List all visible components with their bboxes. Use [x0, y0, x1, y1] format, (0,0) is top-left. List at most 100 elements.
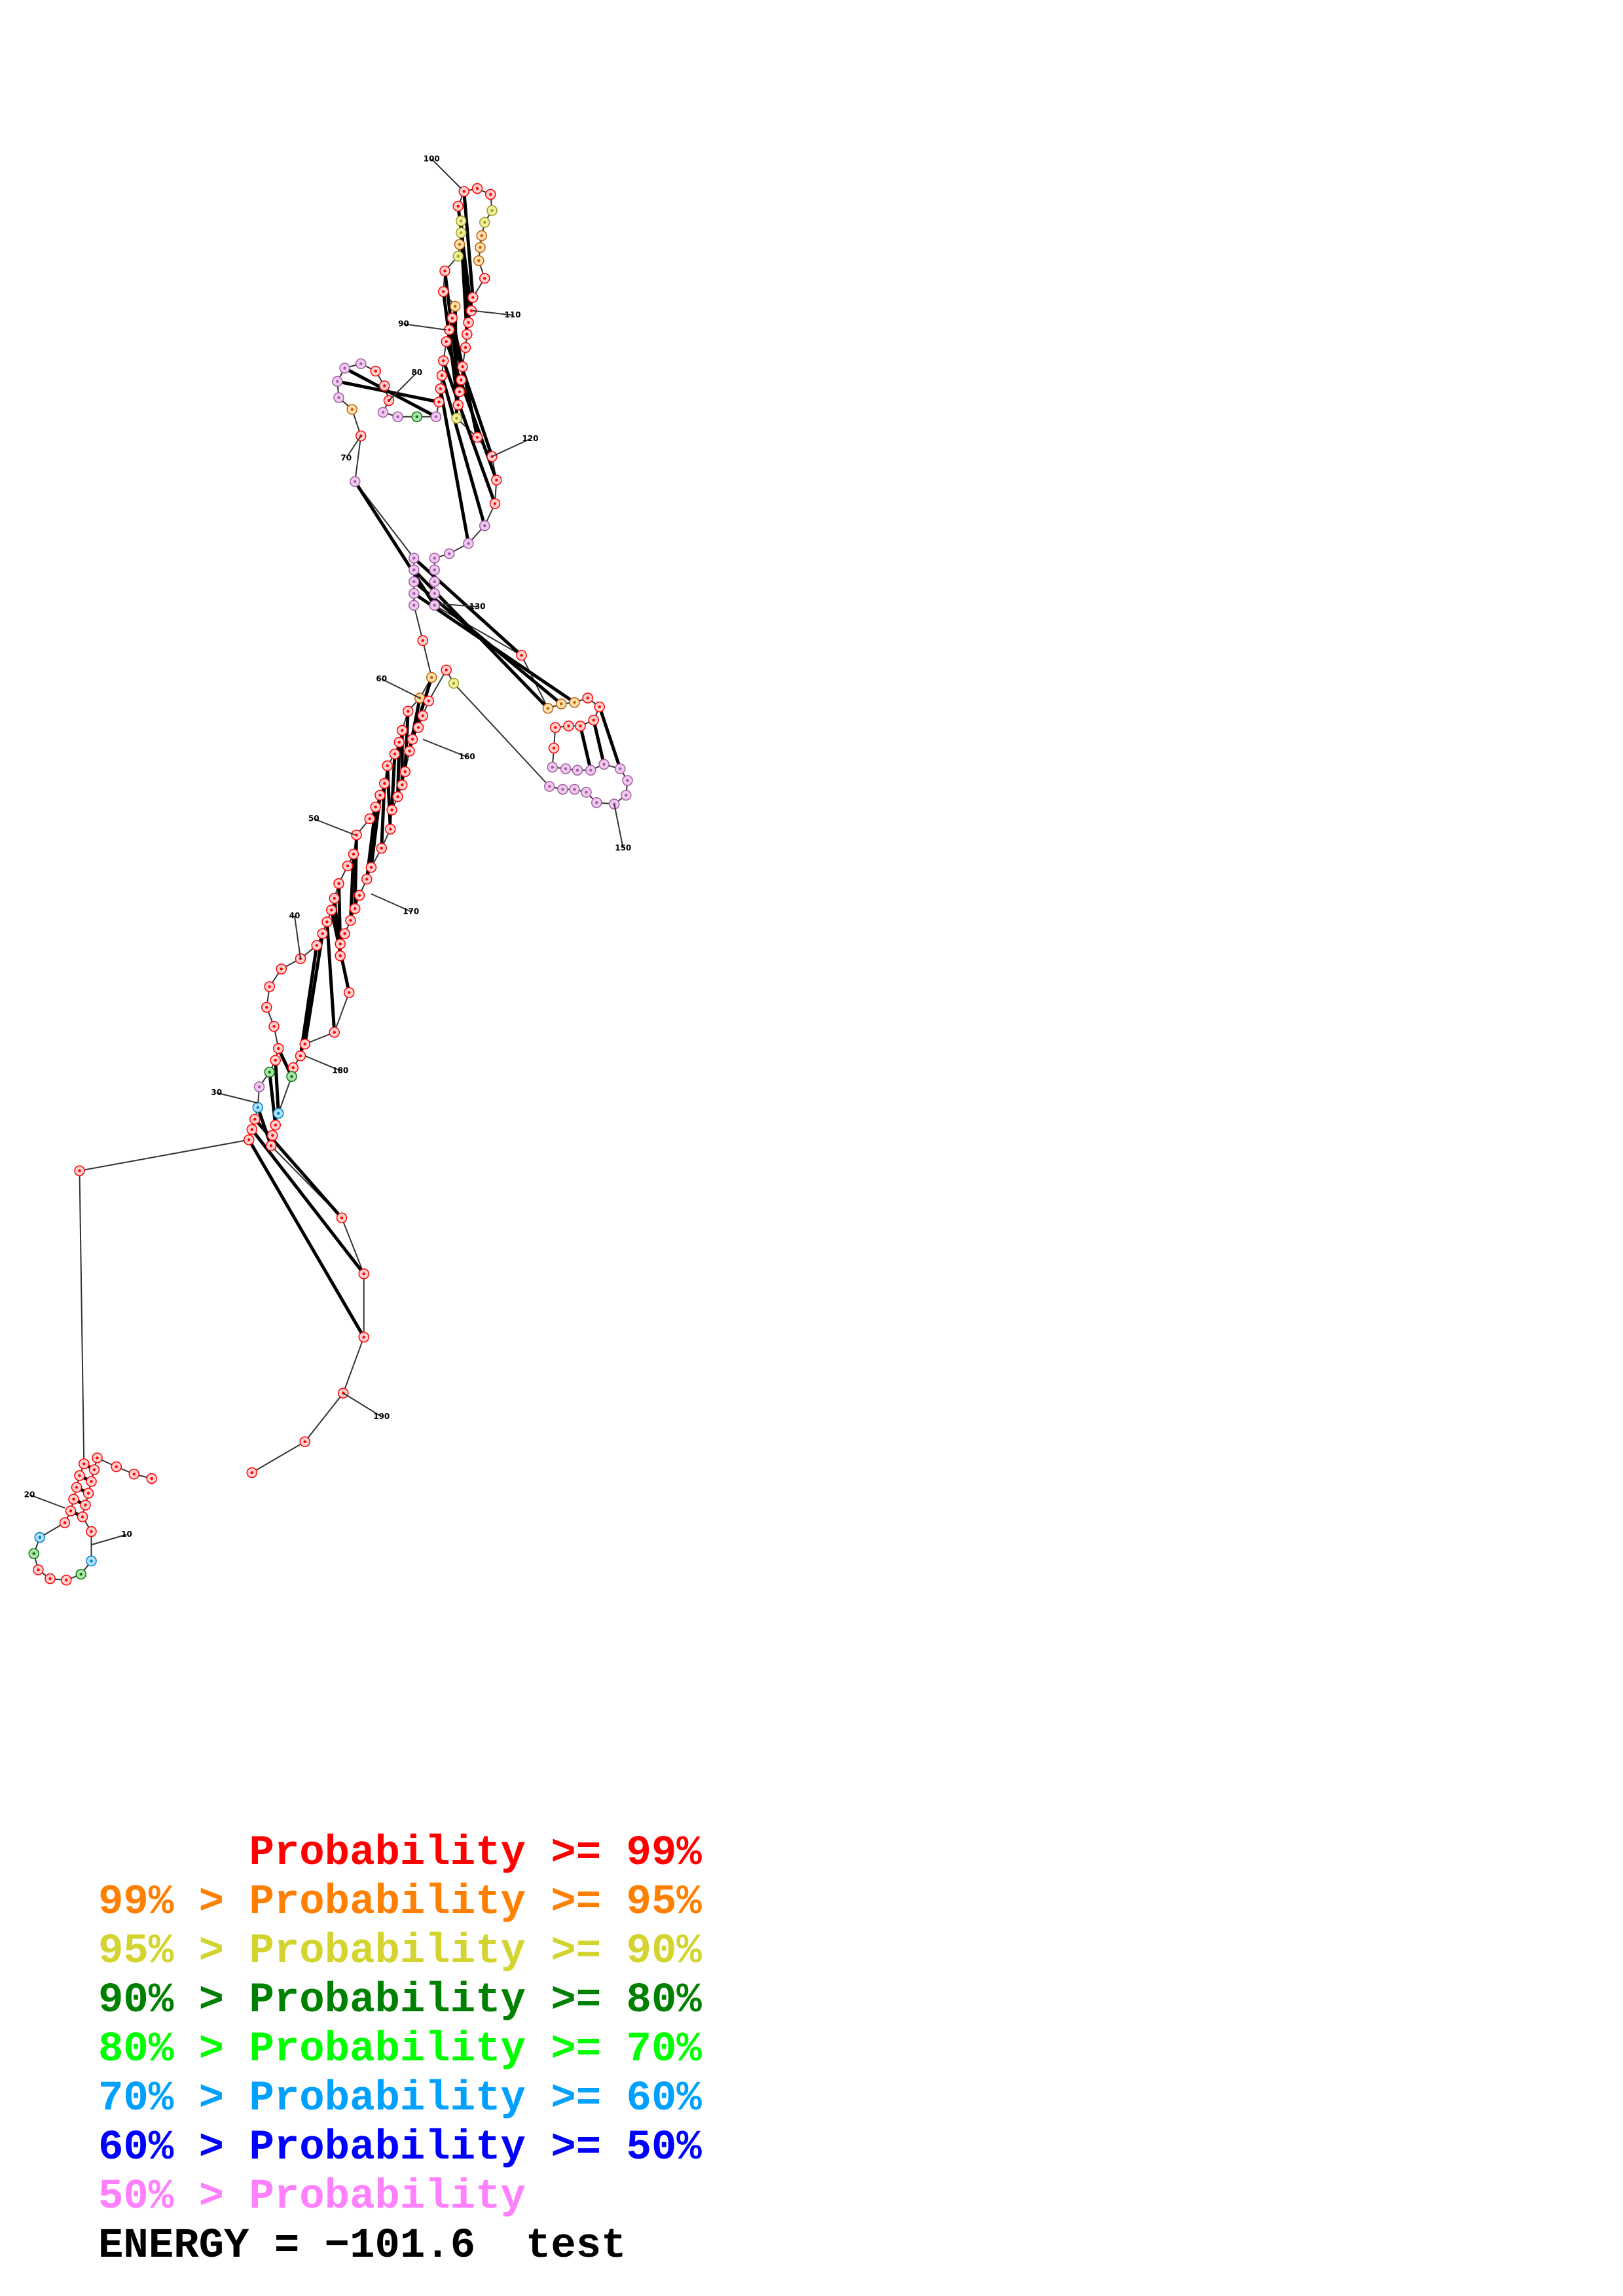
position-tick: [492, 438, 531, 457]
position-tick: [91, 1534, 127, 1546]
nucleotide-mark: [448, 328, 451, 332]
backbone-line: [33, 187, 629, 1581]
position-tick: [216, 1092, 258, 1104]
nucleotide-mark: [440, 374, 444, 377]
position-label: 120: [522, 434, 538, 443]
nucleotide-mark: [354, 907, 357, 910]
nucleotide-mark: [380, 846, 383, 850]
position-label: 70: [340, 453, 352, 462]
nucleotide-mark: [564, 767, 568, 770]
energy-readout: ENERGY = −101.6 test: [98, 2225, 627, 2267]
base-pair-bond: [354, 480, 436, 607]
nucleotide-mark: [337, 882, 340, 886]
base-pair-bond: [441, 360, 497, 505]
nucleotide-mark: [433, 568, 436, 571]
nucleotide-mark: [257, 1085, 261, 1088]
base-pairs: [69, 191, 622, 1518]
base-pair-bond: [390, 753, 397, 810]
nucleotide-mark: [48, 1577, 52, 1581]
nucleotide-mark: [349, 919, 352, 922]
nucleotide-mark: [84, 1503, 87, 1507]
nucleotide-mark: [79, 1573, 82, 1576]
nucleotide-mark: [78, 1169, 81, 1172]
nucleotide-mark: [368, 817, 371, 821]
nucleotide-mark: [362, 1335, 365, 1339]
nucleotide-mark: [338, 942, 342, 946]
nucleotide-mark: [626, 779, 629, 782]
nucleotide-mark: [330, 908, 333, 912]
nucleotide-mark: [551, 766, 554, 769]
nucleotide-mark: [383, 781, 386, 785]
nucleotide-mark: [340, 1216, 344, 1219]
nucleotide-mark: [460, 378, 463, 382]
base-pair-bond: [250, 1128, 365, 1275]
nucleotide-mark: [483, 221, 486, 224]
base-pair-bond: [274, 1060, 280, 1114]
position-tick: [431, 158, 462, 189]
nucleotide-mark: [625, 793, 628, 797]
nucleotide-mark: [586, 696, 589, 700]
nucleotide-mark: [247, 1138, 251, 1141]
nucleotide-mark: [412, 568, 416, 571]
nucleotide-mark: [445, 668, 448, 672]
nucleotide-mark: [90, 1559, 93, 1563]
nucleotide-mark: [383, 384, 386, 387]
nucleotide-mark: [393, 752, 397, 756]
position-label: 10: [121, 1530, 132, 1539]
nucleotide-mark: [458, 243, 462, 246]
nucleotide-mark: [63, 1521, 67, 1524]
nucleotide-mark: [271, 1134, 274, 1137]
nucleotide-mark: [467, 321, 470, 324]
position-label: 60: [376, 674, 387, 683]
nucleotide-mark: [560, 702, 563, 706]
nucleotide-mark: [338, 954, 342, 958]
position-label: 100: [424, 154, 440, 164]
nucleotide-mark: [415, 415, 418, 418]
nucleotide-mark: [250, 1471, 253, 1475]
nucleotide-mark: [465, 332, 469, 336]
position-tick: [294, 916, 301, 959]
nucleotide-mark: [396, 795, 399, 798]
position-label: 160: [459, 752, 475, 761]
position-tick: [388, 372, 418, 401]
nucleotide-mark: [455, 416, 458, 420]
nucleotide-mark: [256, 1105, 259, 1109]
nucleotide-mark: [352, 852, 356, 856]
position-labels: 10 20 30 40 50 60 70 80 90 100 110 120 130 150 160 170 1…: [24, 154, 631, 1546]
nucleotide-mark: [412, 556, 416, 560]
nucleotide-mark: [579, 725, 582, 728]
nucleotide-mark: [589, 768, 593, 772]
position-label: 30: [211, 1088, 222, 1097]
nucleotide-mark: [390, 808, 393, 812]
nucleotide-mark: [433, 603, 436, 607]
nucleotide-mark: [403, 770, 407, 774]
nucleotide-mark: [32, 1552, 35, 1555]
nucleotide-mark: [412, 603, 416, 607]
nucleotide-mark: [268, 985, 271, 988]
nucleotide-mark: [456, 255, 460, 258]
nucleotide-mark: [72, 1498, 75, 1501]
nucleotide-mark: [280, 967, 283, 971]
nucleotide-mark: [546, 707, 550, 710]
position-tick: [345, 435, 362, 459]
nucleotide-mark: [483, 524, 486, 528]
nucleotide-mark: [37, 1568, 40, 1571]
base-pair-bond: [439, 388, 470, 544]
nucleotide-mark: [132, 1473, 136, 1476]
position-tick: [342, 1392, 382, 1418]
nucleotide-mark: [90, 1480, 93, 1483]
position-label: 150: [615, 844, 631, 853]
nucleotide-mark: [303, 1043, 306, 1046]
nucleotide-mark: [585, 791, 588, 794]
nucleotide-mark: [407, 709, 410, 713]
base-pair-bond: [403, 711, 410, 772]
nucleotide-mark: [343, 932, 346, 935]
position-tick: [371, 893, 412, 912]
nucleotide-mark: [443, 269, 447, 273]
base-pair-bond: [344, 367, 437, 418]
nucleotide-mark: [450, 316, 454, 320]
nucleotide-mark: [250, 1128, 253, 1131]
position-label: 130: [469, 602, 485, 611]
nucleotide-mark: [354, 480, 357, 483]
nucleotide-mark: [477, 259, 481, 262]
